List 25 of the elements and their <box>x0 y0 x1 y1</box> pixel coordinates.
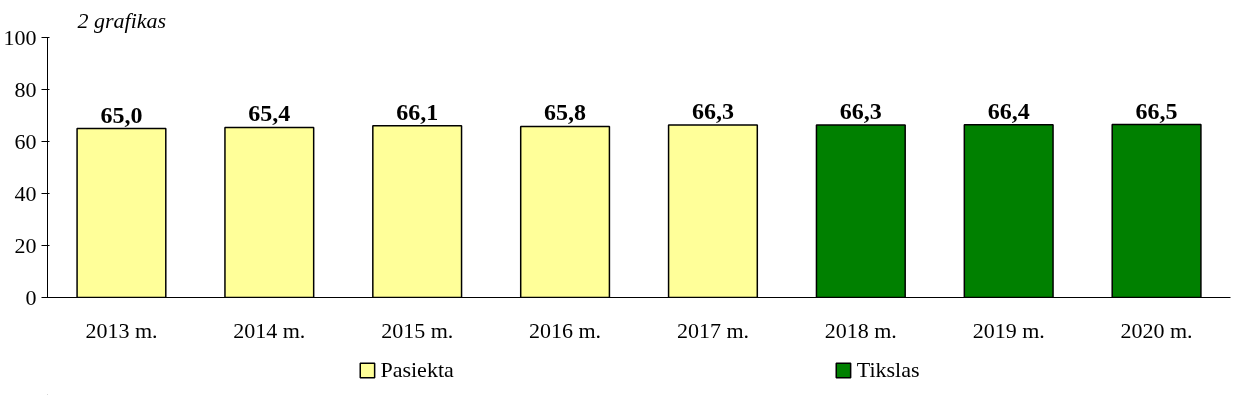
legend-label: Pasiekta <box>380 357 454 383</box>
chart-title: 2 grafikas <box>77 7 167 33</box>
x-tick-label: 2016 m. <box>529 317 602 343</box>
x-tick-label: 2013 m. <box>85 317 158 343</box>
data-label: 65,8 <box>544 99 587 126</box>
x-tick-label: 2015 m. <box>381 317 454 343</box>
data-label: 66,5 <box>1135 97 1178 124</box>
y-tick-label: 0 <box>25 284 37 310</box>
x-tick-label: 2018 m. <box>824 317 897 343</box>
data-label: 66,4 <box>987 97 1030 124</box>
y-tick-label: 40 <box>14 180 37 206</box>
data-label: 66,1 <box>396 98 439 125</box>
x-tick-label: 2017 m. <box>676 317 750 343</box>
legend-label: Tikslas <box>856 357 920 383</box>
y-tick-label: 20 <box>14 232 37 258</box>
data-label: 65,0 <box>100 101 143 128</box>
data-label: 65,4 <box>248 100 291 127</box>
y-tick-label: 100 <box>3 24 37 50</box>
x-tick-label: 2019 m. <box>972 317 1045 343</box>
y-tick-label: 60 <box>14 128 37 154</box>
data-label: 66,3 <box>839 98 882 125</box>
x-tick-label: 2014 m. <box>233 317 306 343</box>
data-label: 66,3 <box>691 98 734 125</box>
y-tick-label: 80 <box>14 76 37 102</box>
x-tick-label: 2020 m. <box>1120 317 1193 343</box>
